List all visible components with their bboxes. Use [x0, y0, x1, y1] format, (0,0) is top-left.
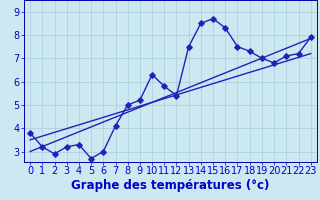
X-axis label: Graphe des températures (°c): Graphe des températures (°c): [71, 179, 269, 192]
